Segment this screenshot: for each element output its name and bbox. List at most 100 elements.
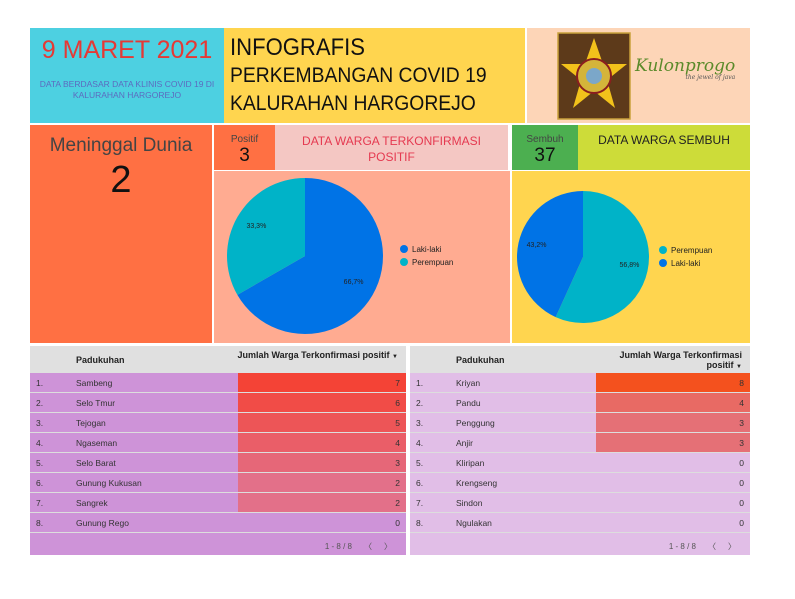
padukuhan-name: Ngaseman	[76, 438, 118, 448]
positive-scorecard: Positif 3	[214, 125, 275, 170]
count-cell: 0	[739, 498, 744, 508]
sort-desc-icon[interactable]: ▼	[736, 364, 742, 370]
prev-page-button[interactable]: 〈	[364, 542, 372, 551]
slice-label: 43,2%	[527, 242, 547, 249]
logo-panel: Kulonprogo the jewel of java	[527, 28, 750, 123]
count-cell: 6	[238, 393, 406, 412]
padukuhan-name: Anjir	[456, 438, 474, 448]
row-number: 1.	[416, 378, 424, 388]
row-number: 4.	[36, 438, 44, 448]
recovered-label: Sembuh	[526, 134, 564, 145]
legend-marker	[400, 245, 408, 253]
pie-slice[interactable]	[555, 191, 649, 323]
padukuhan-name: Penggung	[456, 418, 495, 428]
count-cell: 0	[395, 518, 400, 528]
table-row: 7. Sangrek 2	[30, 493, 406, 513]
table-row: 1. Sambeng 7	[30, 373, 406, 393]
padukuhan-name: Selo Tmur	[76, 398, 116, 408]
report-date: 9 MARET 2021	[41, 36, 213, 64]
legend-marker	[400, 258, 408, 266]
recovered-scorecard: Sembuh 37	[512, 125, 578, 170]
legend-marker	[659, 246, 667, 254]
legend-marker	[659, 259, 667, 267]
page-range: 1 - 8 / 8	[324, 542, 352, 551]
positive-by-padukuhan-table: Padukuhan Jumlah Warga Terkonfirmasi posi…	[30, 346, 406, 555]
emblem-logo	[557, 32, 631, 120]
deaths-label: Meninggal Dunia	[49, 135, 193, 156]
legend-label: Laki-laki	[412, 245, 442, 254]
recovered-by-padukuhan-table: Padukuhan Jumlah Warga Terkonfirmasi posi…	[410, 346, 750, 555]
padukuhan-name: Tejogan	[76, 418, 106, 428]
table-row: 4. Ngaseman 4	[30, 433, 406, 453]
positive-label: Positif	[230, 134, 259, 145]
pagination: 1 - 8 / 8 〈 〉	[30, 537, 406, 555]
padukuhan-name: Sindon	[456, 498, 483, 508]
positive-title: DATA WARGA TERKONFIRMASI POSITIF	[275, 125, 508, 170]
deaths-value: 2	[110, 159, 132, 201]
column-header-count[interactable]: Jumlah Warga Terkonfirmasi positif ▼	[619, 350, 742, 370]
count-cell: 0	[739, 478, 744, 488]
row-number: 3.	[416, 418, 424, 428]
slice-label: 33,3%	[246, 223, 266, 230]
table-row: 4. Anjir 3	[410, 433, 750, 453]
padukuhan-name: Selo Barat	[76, 458, 116, 468]
pie-slice[interactable]	[237, 178, 383, 334]
padukuhan-name: Krengseng	[456, 478, 498, 488]
table-row: 1. Kriyan 8	[410, 373, 750, 393]
row-number: 7.	[416, 498, 424, 508]
table-row: 5. Selo Barat 3	[30, 453, 406, 473]
legend-label: Perempuan	[671, 246, 712, 255]
padukuhan-name: Sambeng	[76, 378, 113, 388]
count-cell: 3	[596, 433, 750, 452]
padukuhan-name: Ngulakan	[456, 518, 492, 528]
recovered-value: 37	[534, 145, 556, 166]
table-row: 2. Selo Tmur 6	[30, 393, 406, 413]
sort-desc-icon[interactable]: ▼	[392, 354, 398, 360]
table-row: 6. Krengseng 0	[410, 473, 750, 493]
row-number: 5.	[36, 458, 44, 468]
slice-label: 66,7%	[344, 279, 364, 286]
count-cell: 3	[596, 413, 750, 432]
column-header-count[interactable]: Jumlah Warga Terkonfirmasi positif ▼	[237, 350, 399, 360]
count-cell: 0	[739, 458, 744, 468]
row-number: 6.	[416, 478, 424, 488]
positive-value: 3	[239, 145, 250, 166]
next-page-button[interactable]: 〉	[384, 542, 392, 551]
column-header-padukuhan[interactable]: Padukuhan	[76, 355, 125, 365]
row-number: 8.	[416, 518, 424, 528]
next-page-button[interactable]: 〉	[728, 542, 736, 551]
count-cell: 3	[238, 453, 406, 472]
padukuhan-name: Sangrek	[76, 498, 108, 508]
title-line: PERKEMBANGAN COVID 19	[230, 64, 487, 87]
pie-slice[interactable]	[227, 178, 305, 295]
recovered-gender-pie: 56,8% Perempuan 43,2% Laki-laki	[512, 171, 750, 343]
kulonprogo-logo: Kulonprogo the jewel of java	[635, 56, 736, 81]
row-number: 2.	[36, 398, 44, 408]
pie-slice[interactable]	[516, 191, 583, 318]
table-header: Padukuhan Jumlah Warga Terkonfirmasi posi…	[410, 346, 750, 373]
prev-page-button[interactable]: 〈	[708, 542, 716, 551]
row-number: 2.	[416, 398, 424, 408]
padukuhan-name: Gunung Rego	[76, 518, 129, 528]
data-source-note: DATA BERDASAR DATA KLINIS COVID 19 DI KA…	[39, 79, 215, 100]
page-range: 1 - 8 / 8	[668, 542, 696, 551]
count-cell: 2	[238, 473, 406, 492]
table-row: 3. Penggung 3	[410, 413, 750, 433]
legend-label: Laki-laki	[671, 259, 701, 268]
title-line: KALURAHAN HARGOREJO	[230, 92, 476, 115]
deaths-scorecard: Meninggal Dunia 2	[30, 125, 212, 343]
padukuhan-name: Pandu	[456, 398, 481, 408]
count-cell: 7	[238, 373, 406, 392]
count-cell: 4	[238, 433, 406, 452]
column-header-padukuhan[interactable]: Padukuhan	[456, 355, 505, 365]
padukuhan-name: Gunung Kukusan	[76, 478, 142, 488]
table-row: 8. Ngulakan 0	[410, 513, 750, 533]
padukuhan-name: Kriyan	[456, 378, 481, 388]
table-row: 2. Pandu 4	[410, 393, 750, 413]
row-number: 6.	[36, 478, 44, 488]
row-number: 5.	[416, 458, 424, 468]
count-cell: 5	[238, 413, 406, 432]
table-header: Padukuhan Jumlah Warga Terkonfirmasi posi…	[30, 346, 406, 373]
table-row: 7. Sindon 0	[410, 493, 750, 513]
row-number: 1.	[36, 378, 44, 388]
